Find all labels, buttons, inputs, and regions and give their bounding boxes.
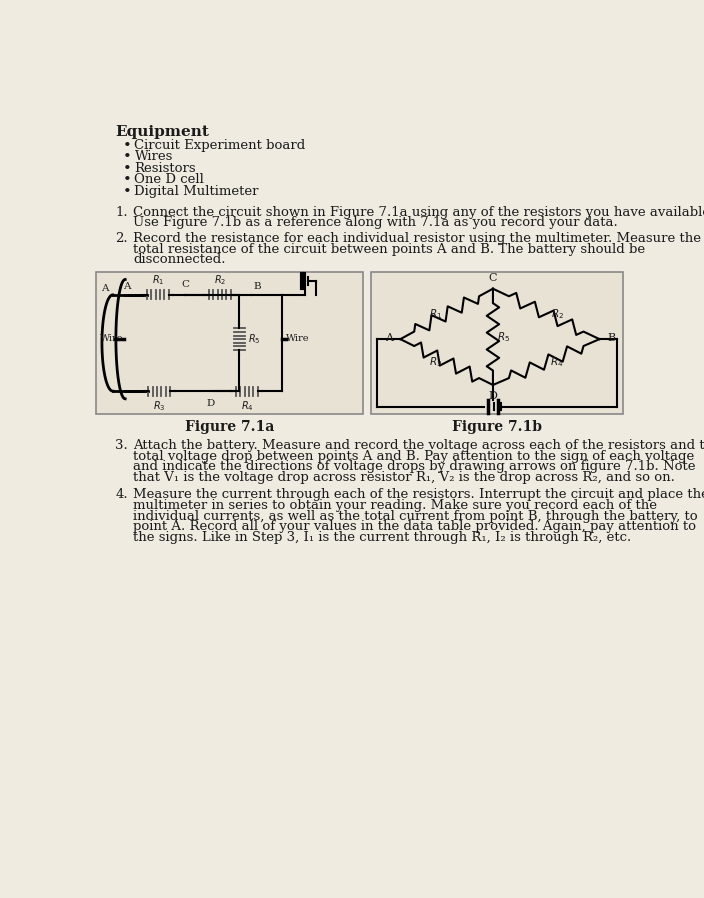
Text: •: •: [123, 185, 132, 198]
Text: Measure the current through each of the resistors. Interrupt the circuit and pla: Measure the current through each of the …: [133, 489, 704, 501]
Text: Resistors: Resistors: [134, 162, 196, 174]
Text: total voltage drop between points A and B. Pay attention to the sign of each vol: total voltage drop between points A and …: [133, 450, 694, 462]
Text: Wire: Wire: [100, 334, 123, 343]
Text: •: •: [123, 162, 132, 176]
Text: Connect the circuit shown in Figure 7.1a using any of the resistors you have ava: Connect the circuit shown in Figure 7.1a…: [133, 206, 704, 218]
Text: D: D: [206, 399, 215, 408]
Text: $R_2$: $R_2$: [213, 273, 226, 287]
Bar: [371, 272, 623, 414]
Text: A: A: [123, 282, 130, 291]
Text: A: A: [101, 284, 109, 293]
Text: $R_1$: $R_1$: [151, 273, 164, 287]
Text: B: B: [608, 332, 615, 343]
Text: individual currents, as well as the total current from point B, through the batt: individual currents, as well as the tota…: [133, 510, 698, 523]
Text: C: C: [489, 273, 497, 284]
Text: 4.: 4.: [115, 489, 127, 501]
Text: $R_4$: $R_4$: [551, 355, 564, 369]
Text: B: B: [253, 282, 260, 291]
Text: Attach the battery. Measure and record the voltage across each of the resistors : Attach the battery. Measure and record t…: [133, 439, 704, 452]
Text: 1.: 1.: [115, 206, 127, 218]
Text: •: •: [123, 173, 132, 187]
Text: Figure 7.1a: Figure 7.1a: [184, 420, 274, 435]
Text: and indicate the directions of voltage drops by drawing arrows on figure 7.1b. N: and indicate the directions of voltage d…: [133, 461, 696, 473]
Text: point A. Record all of your values in the data table provided. Again, pay attent: point A. Record all of your values in th…: [133, 521, 696, 533]
Text: $R_4$: $R_4$: [241, 399, 253, 412]
Text: Record the resistance for each individual resistor using the multimeter. Measure: Record the resistance for each individua…: [133, 232, 701, 245]
Text: 3.: 3.: [115, 439, 128, 452]
Text: total resistance of the circuit between points A and B. The battery should be: total resistance of the circuit between …: [133, 242, 645, 256]
Text: D: D: [489, 392, 497, 401]
Text: disconnected.: disconnected.: [133, 253, 225, 267]
Text: $R_5$: $R_5$: [497, 330, 510, 344]
Text: Figure 7.1b: Figure 7.1b: [452, 420, 542, 435]
Text: multimeter in series to obtain your reading. Make sure you record each of the: multimeter in series to obtain your read…: [133, 499, 657, 512]
Text: •: •: [123, 138, 132, 153]
Text: A: A: [384, 332, 393, 343]
Text: $R_1$: $R_1$: [429, 307, 442, 321]
Text: that V₁ is the voltage drop across resistor R₁, V₂ is the drop across R₂, and so: that V₁ is the voltage drop across resis…: [133, 471, 675, 484]
Text: $R_3$: $R_3$: [429, 355, 442, 369]
Text: Wire: Wire: [287, 334, 310, 343]
Text: Wires: Wires: [134, 150, 173, 163]
Text: $R_2$: $R_2$: [551, 307, 564, 321]
Text: One D cell: One D cell: [134, 173, 204, 186]
Text: Circuit Experiment board: Circuit Experiment board: [134, 138, 306, 152]
Text: the signs. Like in Step 3, I₁ is the current through R₁, I₂ is through R₂, etc.: the signs. Like in Step 3, I₁ is the cur…: [133, 532, 631, 544]
Text: Use Figure 7.1b as a reference along with 7.1a as you record your data.: Use Figure 7.1b as a reference along wit…: [133, 216, 617, 229]
Bar: [96, 272, 363, 414]
Text: $R_3$: $R_3$: [153, 399, 165, 412]
Text: $R_5$: $R_5$: [248, 332, 260, 346]
Text: Digital Multimeter: Digital Multimeter: [134, 185, 259, 198]
Text: C: C: [181, 279, 189, 289]
Text: •: •: [123, 150, 132, 164]
Text: 2.: 2.: [115, 232, 127, 245]
Text: Equipment: Equipment: [115, 126, 209, 139]
